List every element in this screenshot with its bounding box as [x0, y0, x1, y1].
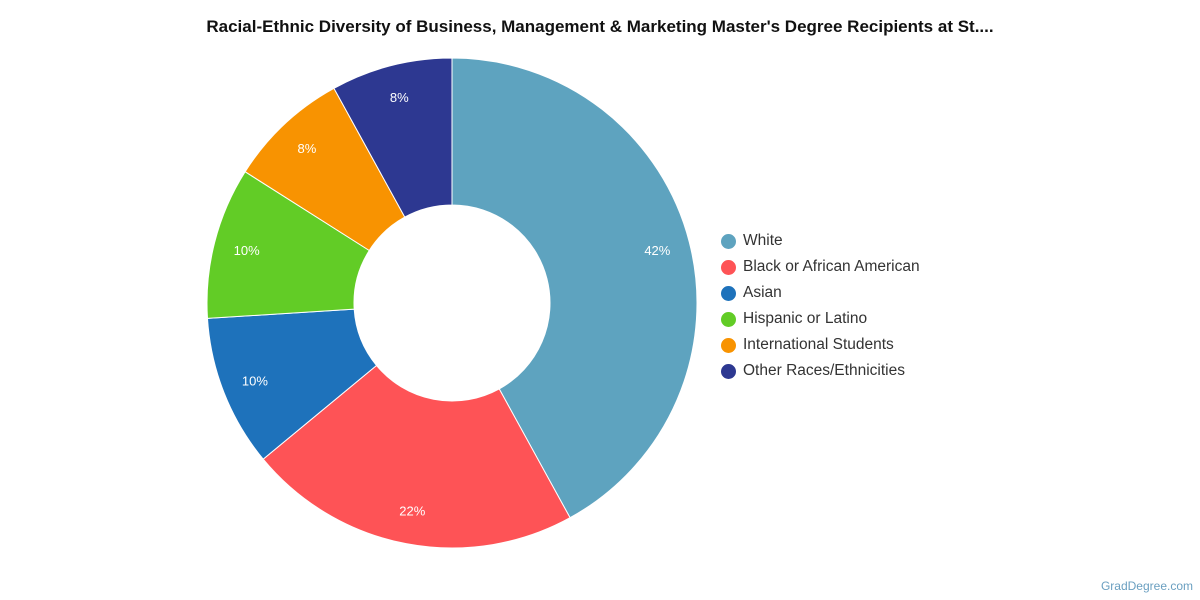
- legend-item-white[interactable]: White: [721, 228, 920, 254]
- watermark: GradDegree.com: [1100, 579, 1193, 593]
- legend-label: White: [743, 232, 783, 249]
- chart-legend: White Black or African American Asian Hispa…: [721, 228, 920, 384]
- legend-label: Black or African American: [743, 258, 920, 275]
- legend-marker-international-students: [721, 337, 736, 353]
- legend-item-international-students[interactable]: International Students: [721, 332, 920, 358]
- slice-label-white: 42%: [644, 243, 670, 258]
- legend-label: Other Races/Ethnicities: [743, 362, 905, 379]
- legend-label: Asian: [743, 284, 782, 301]
- slice-label-international-students: 8%: [297, 141, 316, 156]
- legend-item-hispanic-or-latino[interactable]: Hispanic or Latino: [721, 306, 920, 332]
- slice-label-other-races-ethnicities: 8%: [390, 90, 409, 105]
- slice-white: [451, 57, 698, 519]
- slice-label-black-or-african-american: 22%: [399, 504, 425, 519]
- slice-black-or-african-american: [262, 364, 571, 549]
- legend-marker-asian: [721, 285, 736, 301]
- legend-marker-black-or-african-american: [721, 259, 736, 275]
- slice-label-asian: 10%: [242, 374, 268, 389]
- legend-marker-white: [721, 233, 736, 249]
- slice-other-races-ethnicities: [333, 57, 453, 218]
- legend-item-asian[interactable]: Asian: [721, 280, 920, 306]
- legend-label: International Students: [743, 336, 894, 353]
- legend-item-other-races-ethnicities[interactable]: Other Races/Ethnicities: [721, 358, 920, 384]
- legend-item-black-or-african-american[interactable]: Black or African American: [721, 254, 920, 280]
- legend-marker-hispanic-or-latino: [721, 311, 736, 327]
- chart-title: Racial-Ethnic Diversity of Business, Man…: [206, 17, 994, 36]
- slice-label-hispanic-or-latino: 10%: [234, 243, 260, 258]
- legend-label: Hispanic or Latino: [743, 310, 868, 327]
- legend-marker-other-races-ethnicities: [721, 363, 736, 379]
